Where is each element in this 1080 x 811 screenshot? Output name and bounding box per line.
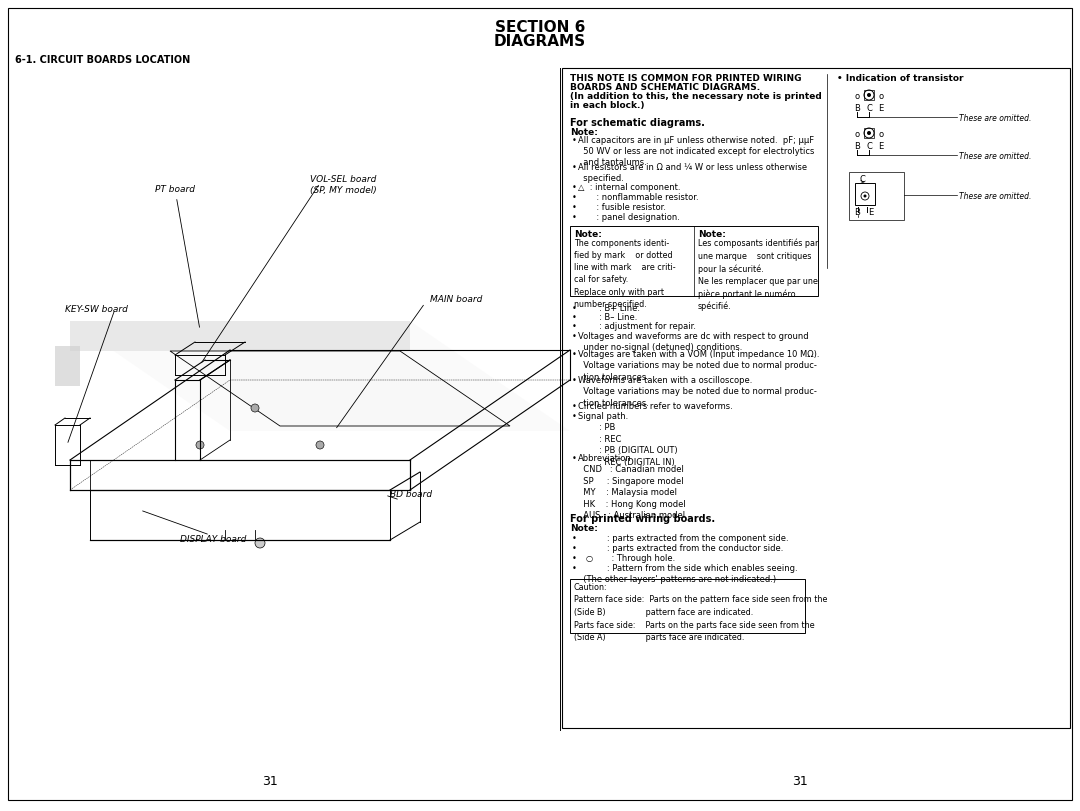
Polygon shape xyxy=(70,321,410,351)
Text: VOL-SEL board: VOL-SEL board xyxy=(310,175,376,184)
Text: •: • xyxy=(572,412,577,421)
Circle shape xyxy=(255,538,265,548)
Text: All capacitors are in μF unless otherwise noted.  pF; μμF
  50 WV or less are no: All capacitors are in μF unless otherwis… xyxy=(578,136,814,167)
Text: These are omitted.: These are omitted. xyxy=(959,152,1031,161)
Text: •: • xyxy=(572,350,577,359)
Text: KEY-SW board: KEY-SW board xyxy=(65,305,127,314)
Text: 31: 31 xyxy=(262,775,278,788)
Text: Note:: Note: xyxy=(573,230,602,239)
Bar xyxy=(562,68,1070,728)
Bar xyxy=(849,172,904,220)
Text: For schematic diagrams.: For schematic diagrams. xyxy=(570,118,705,128)
Circle shape xyxy=(195,441,204,449)
Text: : nonflammable resistor.: : nonflammable resistor. xyxy=(578,193,699,202)
Text: C: C xyxy=(859,175,865,184)
Circle shape xyxy=(864,195,866,198)
Text: DISPLAY board: DISPLAY board xyxy=(180,535,246,544)
Text: •: • xyxy=(572,544,577,553)
Text: •: • xyxy=(572,454,577,463)
Bar xyxy=(864,90,874,100)
Text: MAIN board: MAIN board xyxy=(430,295,483,304)
Text: E: E xyxy=(878,142,883,151)
Text: : adjustment for repair.: : adjustment for repair. xyxy=(578,322,696,331)
Text: : B– Line.: : B– Line. xyxy=(578,313,637,322)
Text: •: • xyxy=(572,213,577,222)
Text: •: • xyxy=(572,376,577,385)
Text: in each block.): in each block.) xyxy=(570,101,645,110)
Text: • Indication of transistor: • Indication of transistor xyxy=(837,74,963,83)
Text: 6-1. CIRCUIT BOARDS LOCATION: 6-1. CIRCUIT BOARDS LOCATION xyxy=(15,55,190,65)
Circle shape xyxy=(867,131,870,135)
Text: THIS NOTE IS COMMON FOR PRINTED WIRING: THIS NOTE IS COMMON FOR PRINTED WIRING xyxy=(570,74,801,83)
Text: Abbreviation
  CND   : Canadian model
  SP     : Singapore model
  MY    : Malay: Abbreviation CND : Canadian model SP : S… xyxy=(578,454,686,520)
Text: All resistors are in Ω and ¼ W or less unless otherwise
  specified.: All resistors are in Ω and ¼ W or less u… xyxy=(578,163,807,183)
Text: : parts extracted from the conductor side.: : parts extracted from the conductor sid… xyxy=(578,544,783,553)
Polygon shape xyxy=(55,346,80,386)
Bar xyxy=(855,183,875,205)
Text: •: • xyxy=(572,332,577,341)
Text: B: B xyxy=(854,104,860,113)
Text: B: B xyxy=(854,208,860,217)
Polygon shape xyxy=(170,351,510,426)
Text: •: • xyxy=(572,203,577,212)
Text: •: • xyxy=(572,193,577,202)
Text: These are omitted.: These are omitted. xyxy=(959,114,1031,123)
Text: BD board: BD board xyxy=(390,490,432,499)
Text: •: • xyxy=(572,183,577,192)
Text: o: o xyxy=(854,130,860,139)
Text: •: • xyxy=(572,313,577,322)
Text: Signal path.
        : PB
        : REC
        : PB (DIGITAL OUT)
        : REC: Signal path. : PB : REC : PB (DIGITAL OU… xyxy=(578,412,677,467)
Text: •: • xyxy=(572,163,577,172)
Text: PT board: PT board xyxy=(156,185,200,328)
Text: •: • xyxy=(572,534,577,543)
Text: △  : internal component.: △ : internal component. xyxy=(578,183,680,192)
Text: The components identi-
fied by mark    or dotted
line with mark    are criti-
ca: The components identi- fied by mark or d… xyxy=(573,239,676,309)
Text: •: • xyxy=(572,304,577,313)
Text: Waveforms are taken with a oscilloscope.
  Voltage variations may be noted due t: Waveforms are taken with a oscilloscope.… xyxy=(578,376,816,408)
Bar xyxy=(570,226,818,296)
Text: : parts extracted from the component side.: : parts extracted from the component sid… xyxy=(578,534,788,543)
Text: Note:: Note: xyxy=(570,128,598,137)
Circle shape xyxy=(316,441,324,449)
Text: •: • xyxy=(572,554,577,563)
Text: C: C xyxy=(866,104,872,113)
Text: C: C xyxy=(866,142,872,151)
Text: •: • xyxy=(572,322,577,331)
Text: •: • xyxy=(572,402,577,411)
Text: : panel designation.: : panel designation. xyxy=(578,213,680,222)
Bar xyxy=(570,579,805,633)
Text: Note:: Note: xyxy=(570,524,598,533)
Text: Caution:
Pattern face side:  Parts on the pattern face side seen from the
(Side : Caution: Pattern face side: Parts on the… xyxy=(573,583,827,642)
Text: E: E xyxy=(878,104,883,113)
Text: E: E xyxy=(868,208,874,217)
Text: Voltages are taken with a VOM (Input impedance 10 MΩ).
  Voltage variations may : Voltages are taken with a VOM (Input imp… xyxy=(578,350,820,382)
Text: : fusible resistor.: : fusible resistor. xyxy=(578,203,666,212)
Text: ○       : Through hole.: ○ : Through hole. xyxy=(578,554,675,563)
Text: : Pattern from the side which enables seeing.
  (The other layers' patterns are : : Pattern from the side which enables se… xyxy=(578,564,798,584)
Polygon shape xyxy=(70,321,570,431)
Text: •: • xyxy=(572,136,577,145)
Text: Circled numbers refer to waveforms.: Circled numbers refer to waveforms. xyxy=(578,402,732,411)
Text: SECTION 6: SECTION 6 xyxy=(495,20,585,35)
Text: Voltages and waveforms are dc with respect to ground
  under no-signal (detuned): Voltages and waveforms are dc with respe… xyxy=(578,332,809,353)
Text: These are omitted.: These are omitted. xyxy=(959,192,1031,201)
Text: Note:: Note: xyxy=(698,230,726,239)
Text: (In addition to this, the necessary note is printed: (In addition to this, the necessary note… xyxy=(570,92,822,101)
Bar xyxy=(864,128,874,138)
Text: (SP, MY model): (SP, MY model) xyxy=(310,186,377,195)
Text: o: o xyxy=(878,130,883,139)
Text: : B+ Line.: : B+ Line. xyxy=(578,304,640,313)
Text: BOARDS AND SCHEMATIC DIAGRAMS.: BOARDS AND SCHEMATIC DIAGRAMS. xyxy=(570,83,760,92)
Text: •: • xyxy=(572,564,577,573)
Text: 31: 31 xyxy=(792,775,808,788)
Circle shape xyxy=(867,93,870,97)
Text: o: o xyxy=(854,92,860,101)
Text: B: B xyxy=(854,142,860,151)
Circle shape xyxy=(251,404,259,412)
Text: Les composants identifiés par
une marque    sont critiques
pour la sécurité.
Ne : Les composants identifiés par une marque… xyxy=(698,239,819,311)
Text: o: o xyxy=(878,92,883,101)
Text: For printed wiring boards.: For printed wiring boards. xyxy=(570,514,715,524)
Text: DIAGRAMS: DIAGRAMS xyxy=(494,34,586,49)
